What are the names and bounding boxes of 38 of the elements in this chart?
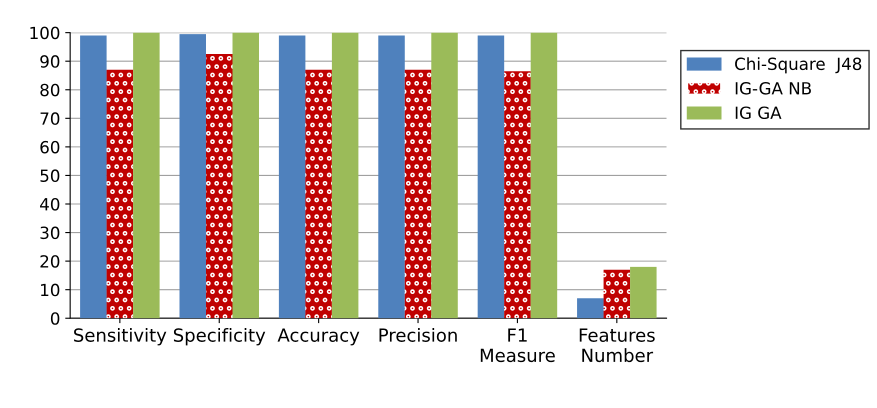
x-tick-label: Precision (380, 328, 457, 342)
x-tick-label: Sensitivity (74, 328, 166, 346)
bar (305, 70, 332, 318)
bar (206, 54, 232, 318)
bar (630, 266, 657, 318)
y-tick-label: 100 (30, 26, 60, 40)
legend-label: IG GA (736, 106, 782, 120)
y-tick-label: 70 (40, 112, 60, 125)
y-tick-label: 80 (40, 84, 60, 96)
bar (431, 32, 458, 318)
bar (504, 71, 531, 318)
y-tick-label: 10 (41, 284, 60, 296)
y-tick-label: 20 (40, 255, 60, 268)
bar (478, 35, 504, 318)
y-tick-label: 30 (40, 226, 60, 240)
legend-label: IG-GA NB (736, 82, 811, 95)
y-tick-label: 60 (40, 140, 60, 154)
y-tick-label: 90 (40, 55, 60, 68)
bar (332, 32, 358, 318)
x-tick-label: Accuracy (278, 328, 360, 346)
x-tick-label: Specificity (174, 328, 266, 346)
y-tick-label: 0 (50, 312, 60, 325)
bar (577, 298, 604, 318)
bar (530, 32, 558, 318)
bar (106, 70, 134, 318)
bar (278, 35, 306, 318)
y-tick-label: 50 (40, 169, 60, 182)
legend-label: Chi-Square J48 (735, 57, 862, 74)
bar (404, 70, 432, 318)
bar (80, 35, 107, 318)
x-tick-label: F1 Measure (480, 328, 555, 362)
bar (133, 32, 160, 318)
bar (604, 270, 630, 318)
bar (378, 35, 405, 318)
x-tick-label: Features Number (580, 328, 655, 362)
bar (232, 32, 260, 318)
bar (179, 34, 206, 318)
y-tick-label: 40 (40, 198, 60, 211)
